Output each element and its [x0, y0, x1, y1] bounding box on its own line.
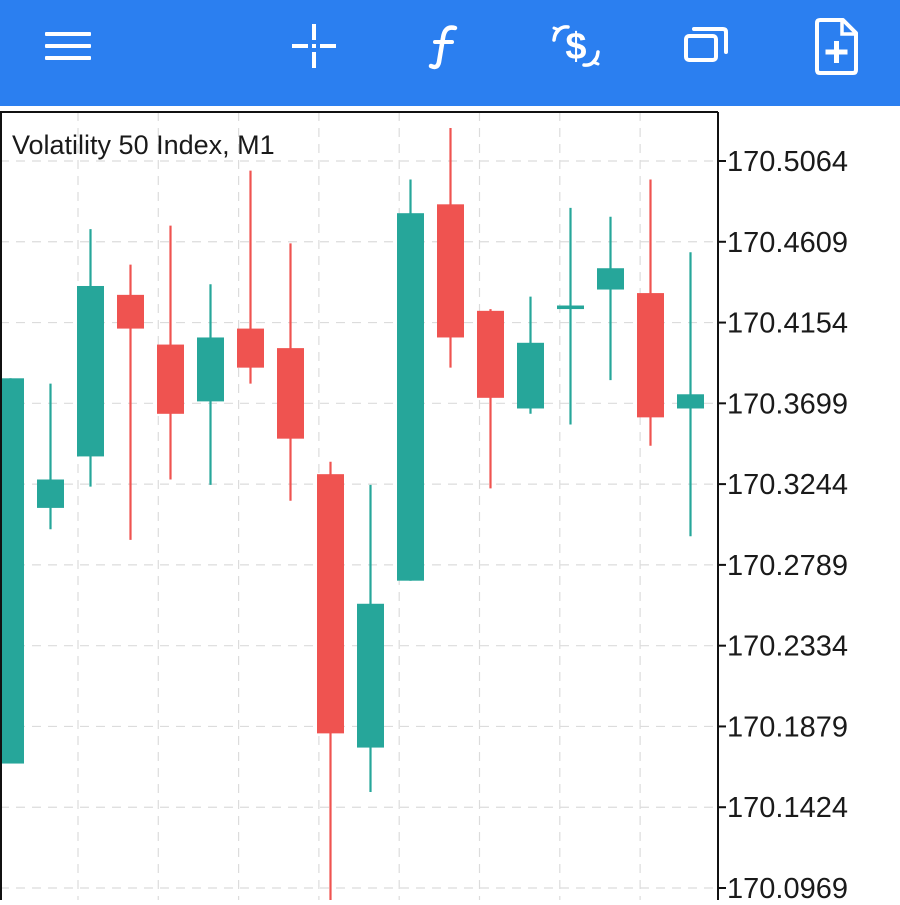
candle-body	[597, 268, 624, 290]
price-tick-label: 170.4154	[727, 308, 848, 340]
candle[interactable]	[277, 243, 304, 501]
candle-body	[0, 378, 24, 764]
candle[interactable]	[77, 229, 104, 487]
candle-body	[437, 204, 464, 338]
candle[interactable]	[477, 309, 504, 489]
candle-body	[677, 394, 704, 409]
candle[interactable]	[357, 484, 384, 792]
candle[interactable]	[517, 296, 544, 414]
crosshair-icon[interactable]	[276, 8, 352, 84]
chart-area[interactable]: 170.5064 170.4609 170.4154 170.3699 170.3244…	[0, 106, 900, 905]
candle[interactable]	[637, 179, 664, 446]
candle-body	[197, 337, 224, 402]
chart-title: Volatility 50 Index, M1	[12, 130, 275, 160]
windows-icon[interactable]	[668, 8, 744, 84]
price-tick-label: 170.2334	[727, 631, 848, 663]
candle-body	[37, 479, 64, 508]
candle-body	[237, 328, 264, 368]
price-tick-label: 170.3699	[727, 388, 848, 420]
candle-body	[277, 348, 304, 439]
candle[interactable]	[397, 179, 424, 581]
price-tick-label: 170.2789	[727, 550, 848, 582]
price-tick-label: 170.3244	[727, 469, 848, 501]
price-tick-label: 170.5064	[727, 146, 848, 178]
svg-text:$: $	[565, 26, 586, 68]
grid-lines	[0, 112, 718, 900]
candle[interactable]	[0, 378, 24, 764]
trade-icon[interactable]: $	[538, 8, 614, 84]
candle[interactable]	[317, 461, 344, 904]
candle-body	[317, 474, 344, 734]
candle[interactable]	[557, 207, 584, 425]
candle[interactable]	[157, 225, 184, 480]
candle-body	[117, 294, 144, 329]
candle-body	[157, 344, 184, 414]
candle-body	[477, 310, 504, 398]
price-tick-label: 170.1424	[727, 792, 848, 824]
candle-body	[517, 342, 544, 409]
price-tick-label: 170.0969	[727, 873, 848, 900]
menu-icon[interactable]	[30, 8, 106, 84]
top-toolbar: $	[0, 0, 900, 106]
candles	[0, 127, 704, 904]
candlestick-chart[interactable]: 170.5064 170.4609 170.4154 170.3699 170.3244…	[0, 106, 900, 905]
candle[interactable]	[597, 216, 624, 381]
candle[interactable]	[677, 252, 704, 537]
candle[interactable]	[437, 127, 464, 368]
candle-body	[637, 293, 664, 418]
candle-body	[357, 603, 384, 748]
candle[interactable]	[237, 170, 264, 384]
candle-body	[557, 305, 584, 310]
candle-body	[397, 213, 424, 581]
candle-body	[77, 285, 104, 457]
indicators-icon[interactable]	[407, 8, 483, 84]
candle[interactable]	[197, 284, 224, 485]
candle[interactable]	[37, 383, 64, 530]
price-tick-label: 170.1879	[727, 711, 848, 743]
price-tick-label: 170.4609	[727, 227, 848, 259]
candle[interactable]	[117, 264, 144, 540]
new-document-icon[interactable]	[798, 8, 874, 84]
